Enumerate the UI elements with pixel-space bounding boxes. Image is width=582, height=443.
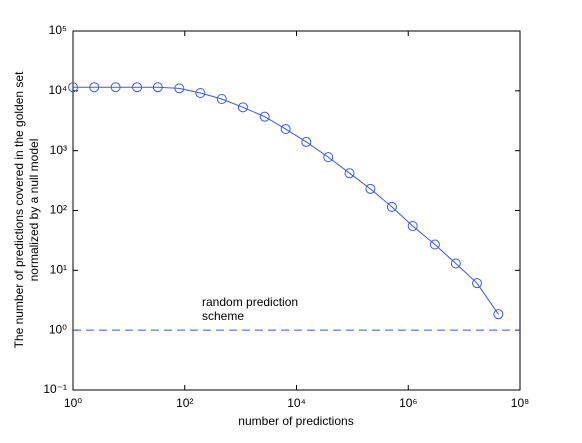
point [450,258,461,269]
y-axis-label: normalized by a null model [27,139,41,282]
point [386,201,397,212]
y-tick-label: 10⁴ [48,83,67,97]
point [280,124,291,135]
point [132,82,143,93]
y-tick-label: 10⁻¹ [43,382,67,396]
point [68,82,78,93]
x-tick-label: 10⁰ [64,396,82,410]
point [429,239,440,250]
x-tick-label: 10⁶ [399,396,417,410]
point [216,94,227,105]
point [493,309,504,320]
y-tick-label: 10³ [50,143,67,157]
series-line [73,86,499,315]
point [323,152,334,163]
point [472,278,483,289]
plot-frame [72,30,521,391]
point [174,83,185,94]
point [152,82,163,93]
annotation: random prediction [202,295,298,309]
x-tick-label: 10⁸ [511,396,529,410]
x-tick-label: 10⁴ [287,396,306,410]
point [89,82,100,93]
y-axis-label: The number of predictions covered in the… [12,71,26,348]
x-tick-label: 10² [176,396,193,410]
x-axis-label: number of predictions [238,414,353,428]
point [237,102,248,113]
point [301,136,312,147]
point [195,88,206,99]
point [407,221,418,232]
annotation: scheme [202,309,244,323]
point [110,82,121,93]
y-tick-label: 10⁰ [49,322,67,336]
y-tick-label: 10² [50,203,67,217]
y-tick-label: 10¹ [50,263,67,277]
point [259,111,270,122]
point [365,183,376,194]
point [344,168,355,179]
y-tick-label: 10⁵ [49,23,67,37]
